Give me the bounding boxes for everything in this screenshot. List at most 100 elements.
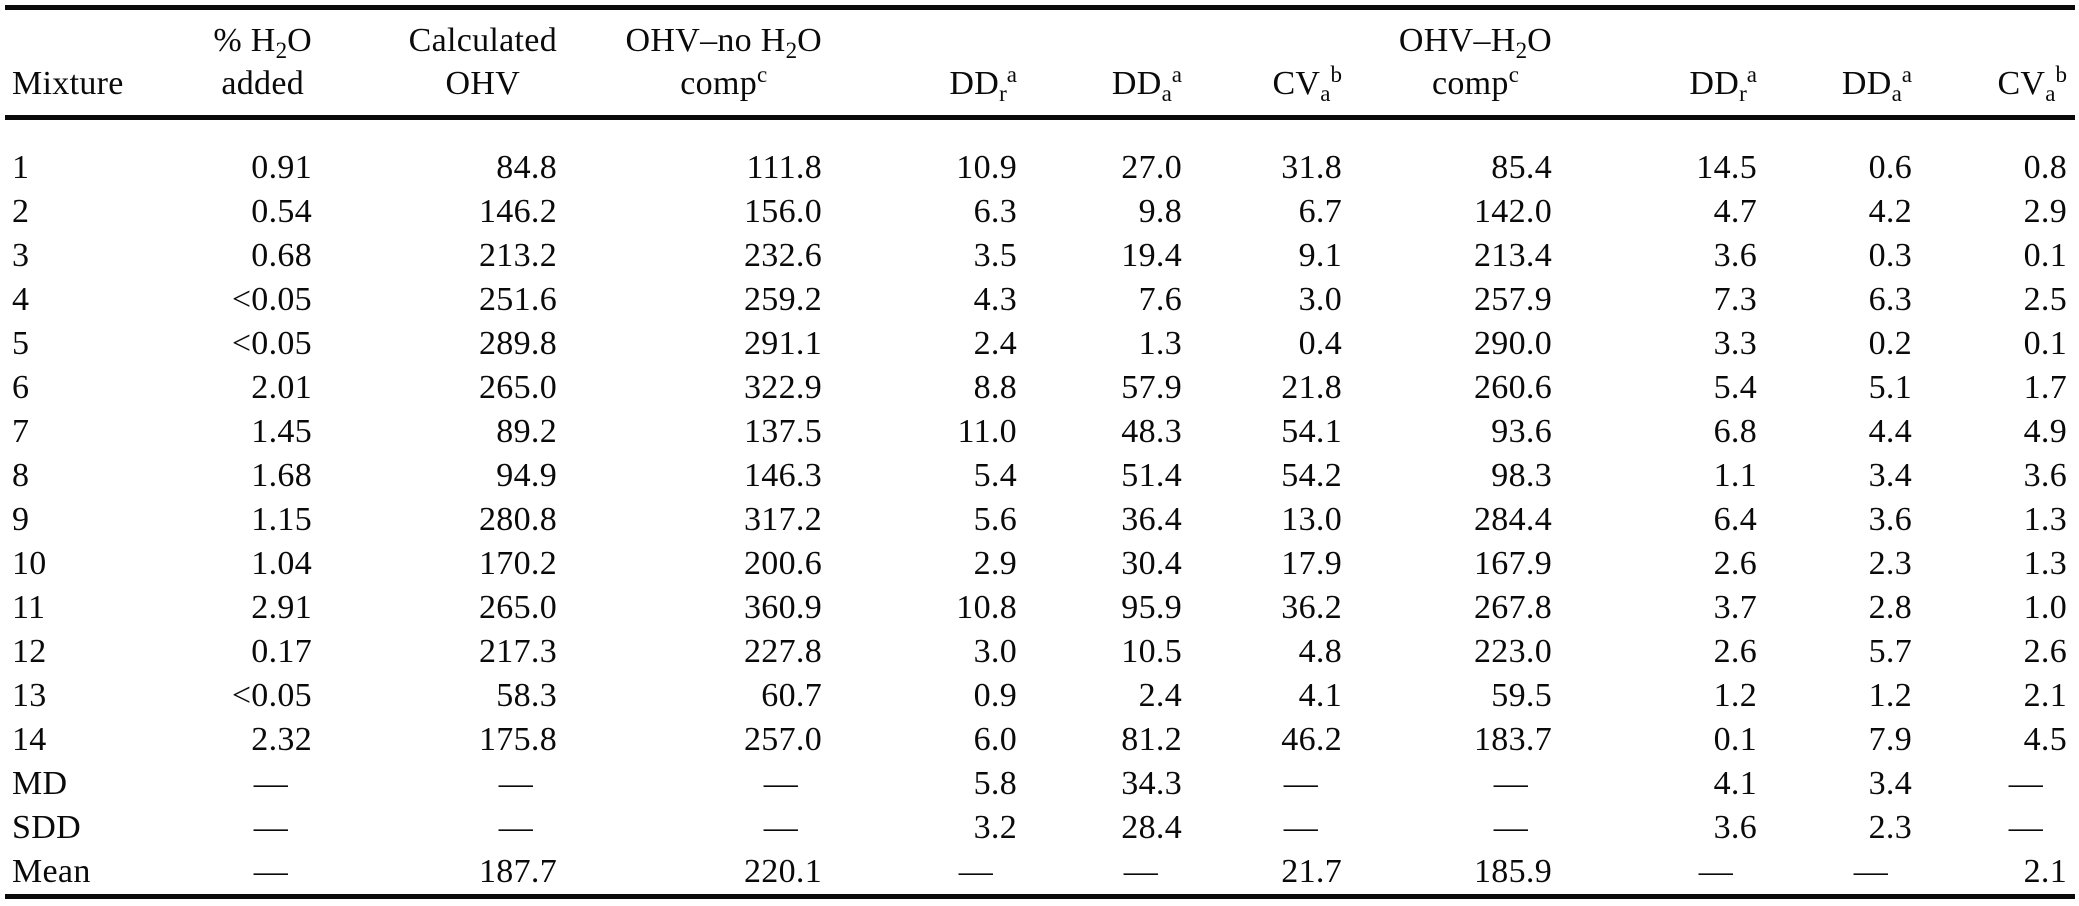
table-row-9: 9 1.15 280.8 317.2 5.6 36.4 13.0 284.4 6.4 3.6 1.3 <box>5 498 2075 542</box>
cell-dd_a_no_h2o: 27.0 <box>1121 149 1182 186</box>
cell-dd_r_no_h2o: 10.9 <box>956 149 1017 186</box>
cell-cv_a_h2o: 1.3 <box>2023 501 2067 538</box>
col-header-calculated_ohv: Calculated OHV <box>320 7 565 120</box>
cell-calculated_ohv: 251.6 <box>479 281 557 318</box>
cell-cv_a_no_h2o: 54.1 <box>1281 413 1342 450</box>
cell-cv_a_h2o: 3.6 <box>2023 457 2067 494</box>
cell-dd_r_h2o: 6.4 <box>1713 501 1757 538</box>
cell-dd_r_no_h2o: 5.6 <box>973 501 1017 538</box>
cell-dd_a_h2o: 6.3 <box>1868 281 1912 318</box>
table-row-6: 6 2.01 265.0 322.9 8.8 57.9 21.8 260.6 5.4 5.1 1.7 <box>5 366 2075 410</box>
cell-ohv_no_h2o_comp: — <box>763 765 798 802</box>
footnote-marker: a <box>1901 62 1912 87</box>
cell-calculated_ohv: 175.8 <box>479 721 557 758</box>
cell-calculated_ohv: — <box>498 765 533 802</box>
cell-ohv_no_h2o_comp: 317.2 <box>744 501 822 538</box>
cell-calculated_ohv: 265.0 <box>479 369 557 406</box>
cell-calculated_ohv: 170.2 <box>479 545 557 582</box>
cell-ohv_h2o_comp: 183.7 <box>1474 721 1552 758</box>
cell-dd_a_h2o: 5.7 <box>1868 633 1912 670</box>
col-header-label: % H2O added <box>213 22 312 102</box>
table-row-13: 13 <0.05 58.3 60.7 0.9 2.4 4.1 59.5 1.2 1.2 2.1 <box>5 674 2075 718</box>
table-row-5: 5 <0.05 289.8 291.1 2.4 1.3 0.4 290.0 3.3 0.2 0.1 <box>5 322 2075 366</box>
subscript: r <box>1739 81 1747 106</box>
row-label: MD <box>12 765 68 802</box>
cell-dd_a_no_h2o: 9.8 <box>1138 193 1182 230</box>
cell-calculated_ohv: 94.9 <box>496 457 557 494</box>
row-label: Mean <box>12 853 91 890</box>
cell-cv_a_no_h2o: 46.2 <box>1281 721 1342 758</box>
row-label: 7 <box>12 413 30 450</box>
cell-dd_a_h2o: 2.8 <box>1868 589 1912 626</box>
cell-pct_h2o_added: 0.17 <box>251 633 312 670</box>
cell-calculated_ohv: 146.2 <box>479 193 557 230</box>
cell-calculated_ohv: 58.3 <box>496 677 557 714</box>
cell-dd_r_no_h2o: 10.8 <box>956 589 1017 626</box>
cell-dd_r_h2o: 2.6 <box>1713 545 1757 582</box>
table-row-3: 3 0.68 213.2 232.6 3.5 19.4 9.1 213.4 3.6 0.3 0.1 <box>5 234 2075 278</box>
cell-calculated_ohv: — <box>498 809 533 846</box>
cell-calculated_ohv: 187.7 <box>479 853 557 890</box>
cell-pct_h2o_added: 1.45 <box>251 413 312 450</box>
cell-dd_a_h2o: — <box>1853 853 1888 890</box>
cell-dd_r_no_h2o: 8.8 <box>973 369 1017 406</box>
col-header-cv_a_no_h2o: CVab <box>1190 7 1350 120</box>
cell-calculated_ohv: 213.2 <box>479 237 557 274</box>
table-row-1: 1 0.91 84.8 111.8 10.9 27.0 31.8 85.4 14.5 0.6 0.8 <box>5 118 2075 191</box>
cell-dd_a_no_h2o: 48.3 <box>1121 413 1182 450</box>
cell-dd_r_h2o: 3.7 <box>1713 589 1757 626</box>
cell-ohv_h2o_comp: 93.6 <box>1491 413 1552 450</box>
cell-dd_a_h2o: 4.4 <box>1868 413 1912 450</box>
cell-ohv_h2o_comp: — <box>1493 809 1528 846</box>
col-header-label: DDra <box>949 62 1017 106</box>
row-label: 2 <box>12 193 30 230</box>
cell-pct_h2o_added: 1.68 <box>251 457 312 494</box>
subscript: 2 <box>785 38 798 63</box>
cell-ohv_no_h2o_comp: 322.9 <box>744 369 822 406</box>
cell-cv_a_h2o: 2.1 <box>2023 677 2067 714</box>
cell-pct_h2o_added: — <box>253 765 288 802</box>
cell-dd_a_no_h2o: 2.4 <box>1138 677 1182 714</box>
col-header-label: OHV–H2O compc <box>1398 22 1552 102</box>
cell-dd_a_no_h2o: 28.4 <box>1121 809 1182 846</box>
cell-cv_a_h2o: 2.6 <box>2023 633 2067 670</box>
cell-dd_r_h2o: 2.6 <box>1713 633 1757 670</box>
col-header-pct_h2o_added: % H2O added <box>140 7 320 120</box>
cell-dd_r_no_h2o: — <box>958 853 993 890</box>
footnote-marker: a <box>1746 62 1757 87</box>
cell-cv_a_no_h2o: 13.0 <box>1281 501 1342 538</box>
cell-calculated_ohv: 289.8 <box>479 325 557 362</box>
cell-dd_r_no_h2o: 3.5 <box>973 237 1017 274</box>
cell-pct_h2o_added: <0.05 <box>231 325 312 362</box>
cell-dd_a_h2o: 0.2 <box>1868 325 1912 362</box>
cell-dd_r_no_h2o: 5.4 <box>973 457 1017 494</box>
cell-cv_a_h2o: 0.1 <box>2023 237 2067 274</box>
row-label: 13 <box>12 677 47 714</box>
cell-dd_r_h2o: — <box>1698 853 1733 890</box>
cell-dd_a_h2o: 2.3 <box>1868 809 1912 846</box>
cell-calculated_ohv: 84.8 <box>496 149 557 186</box>
table-row-11: 11 2.91 265.0 360.9 10.8 95.9 36.2 267.8 3.7 2.8 1… <box>5 586 2075 630</box>
cell-dd_a_h2o: 3.6 <box>1868 501 1912 538</box>
cell-pct_h2o_added: 0.91 <box>251 149 312 186</box>
cell-dd_r_no_h2o: 5.8 <box>973 765 1017 802</box>
col-header-dd_r_no_h2o: DDra <box>830 7 1025 120</box>
cell-dd_a_no_h2o: 19.4 <box>1121 237 1182 274</box>
cell-cv_a_h2o: 0.1 <box>2023 325 2067 362</box>
footnote-marker: a <box>1171 62 1182 87</box>
cell-calculated_ohv: 217.3 <box>479 633 557 670</box>
table-row-4: 4 <0.05 251.6 259.2 4.3 7.6 3.0 257.9 7.3 6.3 2.5 <box>5 278 2075 322</box>
footnote-marker: b <box>1330 62 1343 87</box>
header-row: Mixture % H2O added Calculated OHV OHV–no H2O… <box>5 7 2075 120</box>
row-label: SDD <box>12 809 81 846</box>
row-label: 6 <box>12 369 30 406</box>
ohv-results-table: Mixture % H2O added Calculated OHV OHV–no H2O… <box>5 5 2075 899</box>
cell-dd_r_no_h2o: 6.3 <box>973 193 1017 230</box>
col-header-dd_a_h2o: DDaa <box>1765 7 1920 120</box>
cell-cv_a_no_h2o: 21.7 <box>1281 853 1342 890</box>
cell-pct_h2o_added: <0.05 <box>231 281 312 318</box>
cell-cv_a_h2o: 4.9 <box>2023 413 2067 450</box>
cell-ohv_no_h2o_comp: 200.6 <box>744 545 822 582</box>
col-header-label: DDaa <box>1111 62 1182 106</box>
table-row-7: 7 1.45 89.2 137.5 11.0 48.3 54.1 93.6 6.8 4.4 4.9 <box>5 410 2075 454</box>
